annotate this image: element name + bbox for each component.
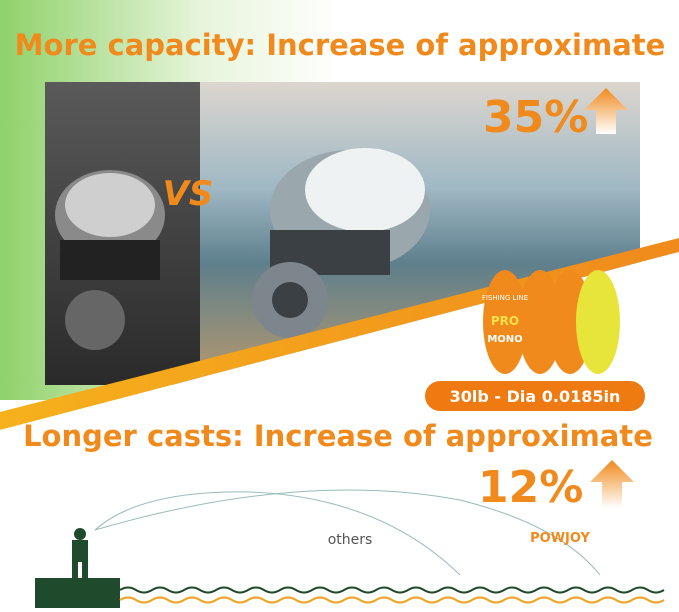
spool-label: MONO xyxy=(487,334,522,345)
brand-label: POWJOY xyxy=(530,531,590,546)
reel-color xyxy=(252,148,430,338)
headline: Longer casts: Increase of approximate xyxy=(23,419,653,453)
percent: 12% xyxy=(478,462,583,513)
spool-label: FISHING LINE xyxy=(482,294,528,302)
fisherman xyxy=(35,528,120,608)
headline: More capacity: Increase of approximate xyxy=(15,28,666,62)
water xyxy=(119,586,665,594)
up-arrow xyxy=(590,460,634,508)
others-label: others xyxy=(328,532,373,548)
water xyxy=(119,596,665,604)
badge xyxy=(425,381,645,411)
up-arrow xyxy=(584,88,628,134)
cast-line-brand xyxy=(94,489,601,576)
badge-text: 30lb - Dia 0.0185in xyxy=(450,387,621,406)
cast-line-others xyxy=(94,491,461,576)
spools xyxy=(483,270,620,374)
percent: 35% xyxy=(483,92,588,143)
reel-gray xyxy=(55,170,165,350)
vs-label: VS xyxy=(163,174,214,214)
spool-label: PRO xyxy=(491,314,519,328)
